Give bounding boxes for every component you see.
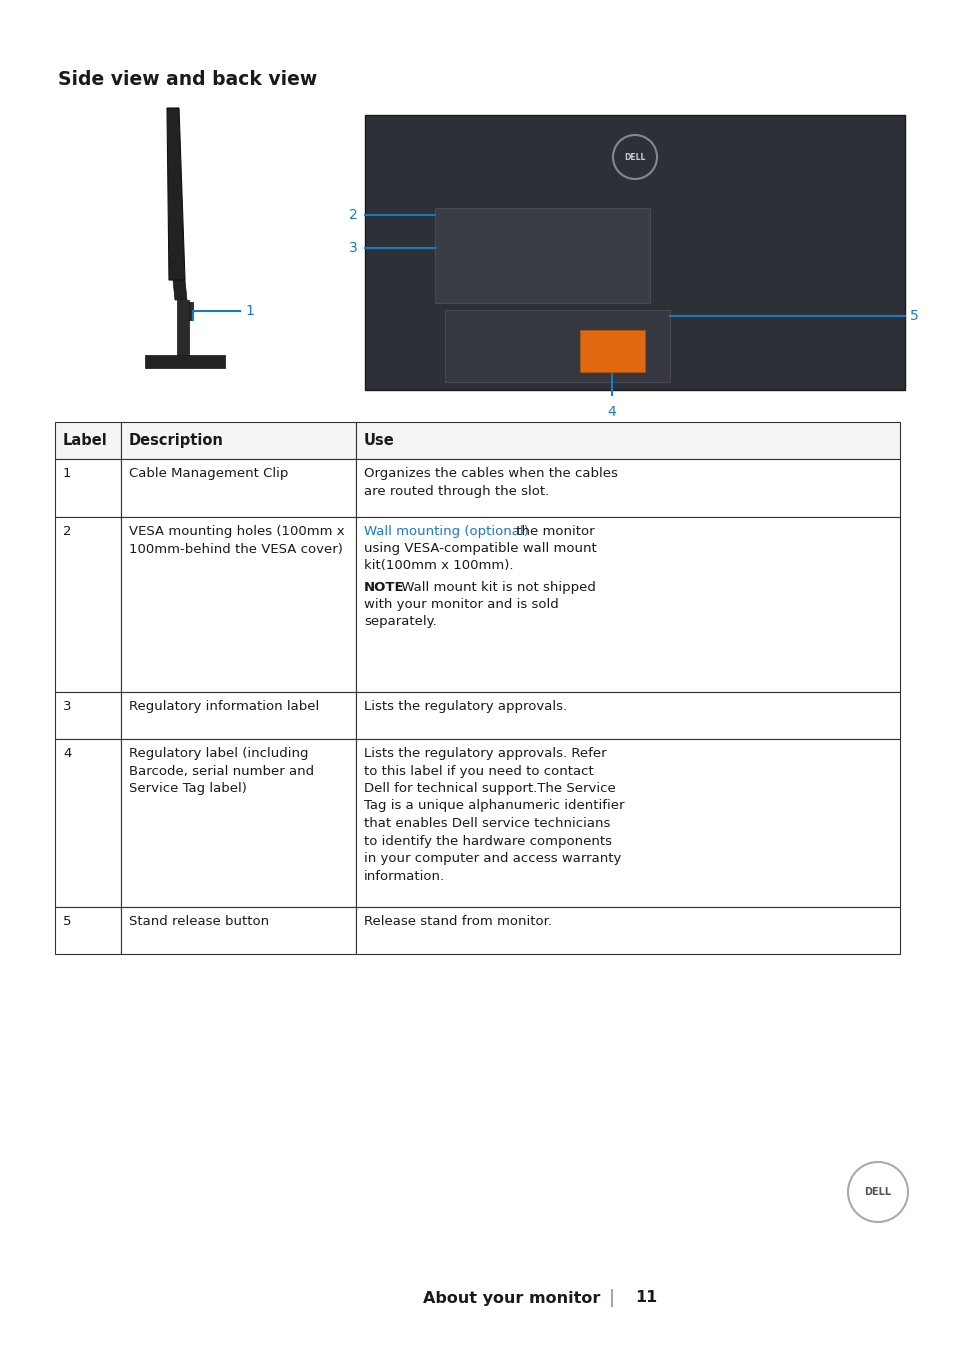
FancyBboxPatch shape [55, 517, 121, 692]
Text: 2: 2 [349, 209, 357, 222]
Circle shape [847, 1162, 907, 1223]
Text: Label: Label [63, 433, 108, 448]
Text: 1: 1 [63, 467, 71, 481]
FancyBboxPatch shape [55, 907, 121, 955]
FancyBboxPatch shape [579, 330, 644, 372]
Text: 4: 4 [607, 405, 616, 418]
Text: 4: 4 [63, 747, 71, 760]
FancyBboxPatch shape [435, 209, 649, 303]
Text: 1: 1 [245, 305, 253, 318]
Text: 3: 3 [349, 241, 357, 255]
FancyBboxPatch shape [355, 692, 899, 739]
Text: Organizes the cables when the cables
are routed through the slot.: Organizes the cables when the cables are… [364, 467, 618, 497]
FancyBboxPatch shape [121, 517, 355, 692]
Text: 3: 3 [63, 700, 71, 714]
Polygon shape [177, 301, 189, 355]
Text: 5: 5 [909, 309, 918, 324]
Text: kit(100mm x 100mm).: kit(100mm x 100mm). [364, 559, 513, 571]
Text: DELL: DELL [863, 1187, 891, 1197]
Text: Lists the regulatory approvals.: Lists the regulatory approvals. [364, 700, 566, 714]
Text: NOTE: NOTE [364, 581, 404, 594]
Text: Lists the regulatory approvals. Refer
to this label if you need to contact
Dell : Lists the regulatory approvals. Refer to… [364, 747, 624, 883]
FancyBboxPatch shape [365, 115, 904, 390]
FancyBboxPatch shape [55, 422, 121, 459]
Text: separately.: separately. [364, 615, 436, 628]
Polygon shape [172, 280, 187, 301]
Polygon shape [167, 108, 185, 280]
FancyBboxPatch shape [121, 907, 355, 955]
Text: Use: Use [364, 433, 395, 448]
Text: the monitor: the monitor [512, 525, 594, 538]
Text: 5: 5 [63, 915, 71, 927]
Text: Release stand from monitor.: Release stand from monitor. [364, 915, 552, 927]
Text: Wall mounting (optional): Wall mounting (optional) [364, 525, 528, 538]
Polygon shape [185, 302, 193, 320]
Text: 2: 2 [63, 525, 71, 538]
Text: About your monitor: About your monitor [422, 1290, 599, 1305]
Text: using VESA-compatible wall mount: using VESA-compatible wall mount [364, 542, 597, 555]
FancyBboxPatch shape [55, 459, 121, 517]
FancyBboxPatch shape [444, 310, 669, 382]
FancyBboxPatch shape [121, 459, 355, 517]
Text: Cable Management Clip: Cable Management Clip [129, 467, 288, 481]
FancyBboxPatch shape [55, 692, 121, 739]
FancyBboxPatch shape [355, 907, 899, 955]
Text: with your monitor and is sold: with your monitor and is sold [364, 598, 558, 611]
Text: :Wall mount kit is not shipped: :Wall mount kit is not shipped [396, 581, 596, 594]
Text: 11: 11 [635, 1290, 657, 1305]
FancyBboxPatch shape [55, 739, 121, 907]
Text: |: | [608, 1289, 615, 1307]
Polygon shape [145, 355, 225, 368]
Text: Side view and back view: Side view and back view [58, 70, 317, 89]
Text: DELL: DELL [623, 153, 645, 161]
Text: Regulatory information label: Regulatory information label [129, 700, 319, 714]
Text: VESA mounting holes (100mm x
100mm-behind the VESA cover): VESA mounting holes (100mm x 100mm-behin… [129, 525, 344, 555]
Text: Description: Description [129, 433, 224, 448]
Text: Stand release button: Stand release button [129, 915, 269, 927]
FancyBboxPatch shape [355, 517, 899, 692]
FancyBboxPatch shape [121, 692, 355, 739]
Text: Regulatory label (including
Barcode, serial number and
Service Tag label): Regulatory label (including Barcode, ser… [129, 747, 314, 795]
FancyBboxPatch shape [121, 739, 355, 907]
FancyBboxPatch shape [355, 422, 899, 459]
FancyBboxPatch shape [121, 422, 355, 459]
FancyBboxPatch shape [355, 459, 899, 517]
FancyBboxPatch shape [355, 739, 899, 907]
